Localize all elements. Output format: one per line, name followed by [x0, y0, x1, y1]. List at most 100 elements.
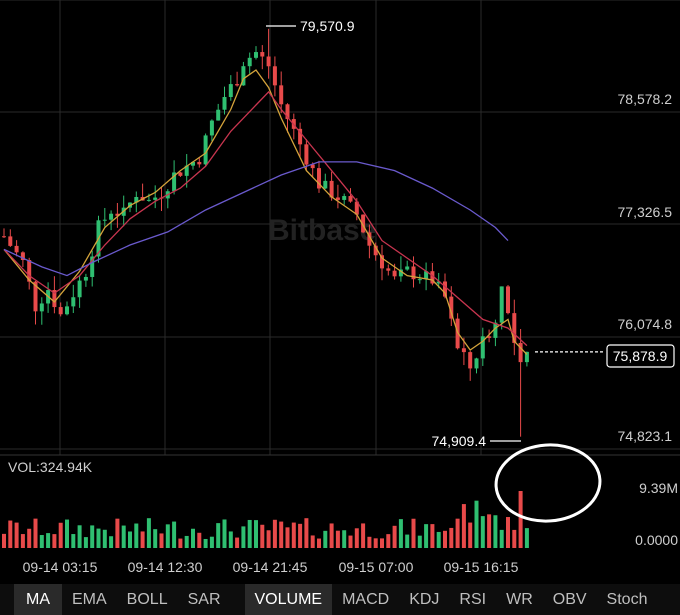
candle-body [65, 306, 69, 315]
candle-body [367, 232, 372, 246]
volume-bar [172, 521, 177, 548]
volume-bar [96, 528, 101, 548]
tab-stoch[interactable]: Stoch [606, 591, 648, 608]
candle-body [392, 270, 397, 277]
low-annotation: 74,909.4 [432, 433, 521, 449]
y-axis-ticks: 78,578.2 77,326.5 76,074.8 74,823.1 [618, 91, 673, 444]
volume-axis-zero: 0.0000 [635, 532, 678, 548]
tab-rsi[interactable]: RSI [459, 591, 487, 608]
candle-body [90, 256, 95, 277]
tab-kdj[interactable]: KDJ [409, 591, 440, 608]
candle-body [348, 196, 353, 202]
candle-body [102, 219, 107, 221]
highlight-circle [494, 443, 602, 523]
tab-volume[interactable]: VOLUME [244, 584, 333, 615]
volume-bar [71, 534, 76, 548]
candle-body [272, 66, 277, 86]
volume-bar [8, 520, 13, 548]
volume-bar [165, 524, 170, 548]
tab-obv[interactable]: OBV [552, 591, 587, 608]
candle-body [461, 348, 466, 353]
candle-body [436, 281, 441, 284]
candle-body [524, 351, 529, 363]
volume-bar [191, 528, 195, 548]
candle-body [474, 358, 479, 369]
volume-bar [405, 534, 410, 548]
candle-body [83, 276, 88, 281]
tab-macd[interactable]: MACD [342, 591, 390, 608]
volume-bar [140, 531, 145, 548]
volume-bar [272, 519, 277, 548]
candle-body [342, 196, 347, 200]
candle-body [266, 56, 271, 67]
candle-body [304, 144, 309, 165]
low-label: 74,909.4 [432, 433, 487, 449]
volume-bar [115, 518, 120, 548]
candle-body [254, 52, 258, 58]
candle-body [77, 280, 82, 298]
last-price-label: 75,878.9 [613, 348, 668, 364]
candle-body [222, 97, 227, 110]
candle-body [285, 104, 290, 120]
candle-body [298, 128, 303, 145]
volume-bar [380, 538, 384, 548]
indicator-tab-bar: MA EMA BOLL SAR VOLUME MACD KDJ RSI WR O… [0, 584, 680, 615]
volume-bar [455, 518, 460, 548]
volume-bar [411, 518, 416, 548]
candle-body [424, 271, 429, 280]
volume-bar [203, 538, 208, 548]
volume-bar [310, 535, 315, 548]
ma-line [3, 90, 528, 347]
high-annotation: 79,570.9 [266, 18, 355, 34]
volume-bar [329, 523, 334, 548]
candle-body [203, 135, 208, 165]
tab-wr[interactable]: WR [506, 591, 533, 608]
volume-bar [33, 518, 38, 548]
volume-bar [354, 528, 359, 548]
volume-bar [386, 534, 391, 548]
volume-bar [14, 522, 19, 548]
candle-body [335, 197, 340, 200]
candle-body [27, 260, 32, 282]
candle-body [216, 109, 221, 121]
volume-bar [184, 535, 189, 548]
volume-bar [254, 520, 258, 548]
candle-body [241, 66, 246, 86]
candle-body [487, 336, 492, 338]
tab-boll[interactable]: BOLL [126, 591, 168, 608]
volume-bar [2, 533, 6, 548]
ma-line [3, 69, 528, 355]
candle-body [506, 286, 510, 314]
candle-body [71, 297, 76, 307]
y-tick-label: 74,823.1 [618, 428, 673, 444]
candle-body [405, 266, 410, 270]
candle-body [235, 84, 240, 86]
volume-bar [153, 529, 158, 548]
candle-body [386, 268, 391, 271]
candle-body [134, 196, 139, 203]
y-tick-label: 77,326.5 [618, 204, 673, 220]
tab-ema[interactable]: EMA [72, 591, 107, 608]
tab-sar[interactable]: SAR [187, 591, 221, 608]
candle-body [172, 172, 177, 192]
volume-bar [77, 525, 82, 548]
price-chart[interactable]: Bitbase 78,578.2 77,326.5 76,074.8 74,82… [0, 0, 680, 584]
candle-body [443, 281, 447, 297]
volume-bar [128, 531, 132, 548]
candle-body [310, 164, 315, 169]
candle-body [317, 168, 321, 189]
volume-bar [487, 514, 492, 548]
volume-bar [392, 525, 397, 548]
volume-bars [2, 491, 529, 548]
candle-body [52, 290, 57, 308]
tab-ma[interactable]: MA [14, 584, 62, 615]
volume-bar [506, 517, 510, 548]
candle-body [153, 197, 158, 200]
volume-bar [518, 491, 523, 548]
volume-bar [197, 532, 202, 548]
volume-bar [102, 529, 107, 548]
candle-body [323, 180, 328, 189]
candle-body [279, 85, 284, 105]
y-tick-label: 76,074.8 [618, 316, 673, 332]
volume-bar [304, 518, 309, 548]
